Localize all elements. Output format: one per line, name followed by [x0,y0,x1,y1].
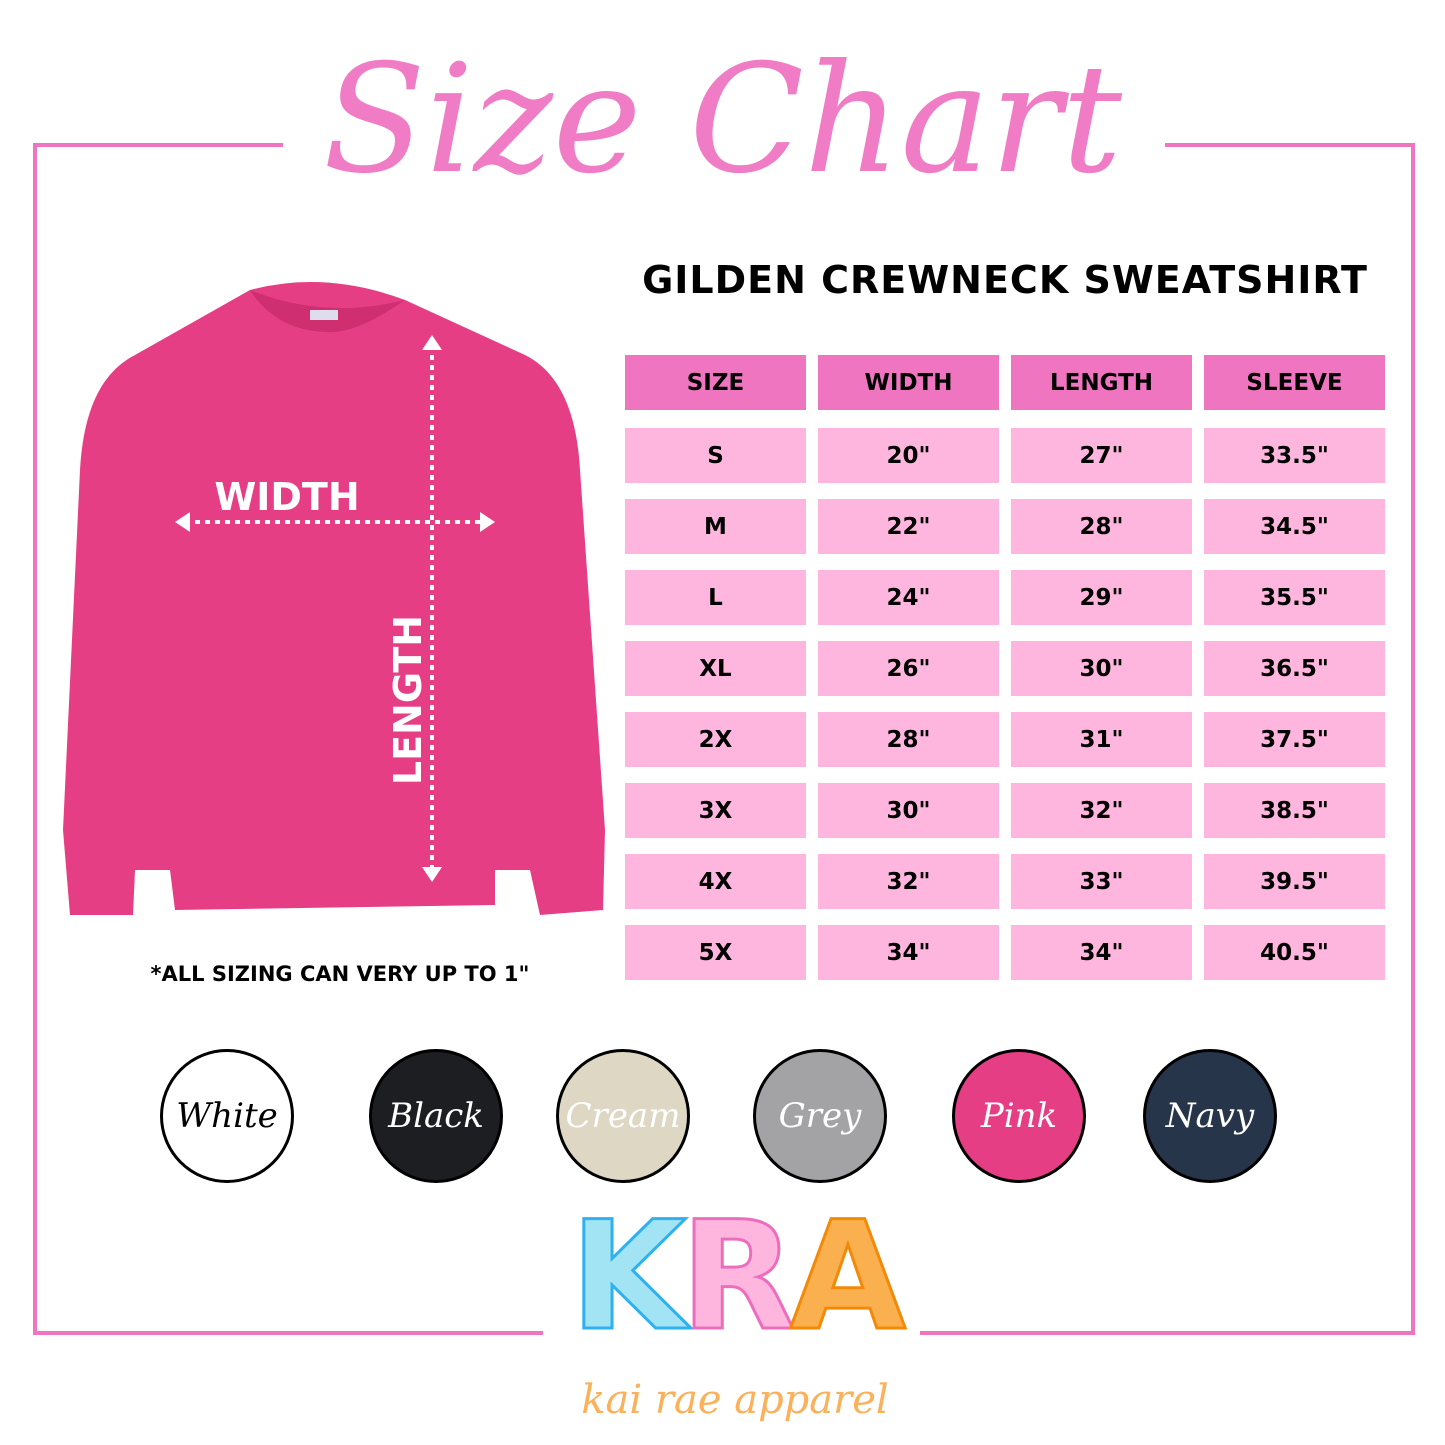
color-swatch-cream: Cream [556,1049,690,1183]
color-swatch-navy: Navy [1143,1049,1277,1183]
swatch-label: Black [388,1096,484,1136]
logo-letter-a: A [788,1190,907,1364]
swatch-label: Navy [1165,1096,1255,1136]
cell-width: 32" [818,854,999,909]
frame-top-left [33,143,283,147]
cell-size: S [625,428,806,483]
frame-bottom-left [33,1331,543,1335]
header-size: SIZE [625,355,806,410]
cell-width: 34" [818,925,999,980]
logo-tagline: kai rae apparel [581,1377,889,1423]
cell-size: 2X [625,712,806,767]
cell-size: L [625,570,806,625]
width-arrow-left-head [175,512,190,532]
swatch-label: Pink [980,1096,1058,1136]
cell-length: 33" [1011,854,1192,909]
cell-size: 5X [625,925,806,980]
cell-size: 3X [625,783,806,838]
product-name: GILDEN CREWNECK SWEATSHIRT [642,258,1368,302]
brand-logo: KRA kai rae apparel [540,1193,930,1440]
cell-sleeve: 40.5" [1204,925,1385,980]
swatch-label: Cream [565,1096,681,1136]
cell-width: 20" [818,428,999,483]
cell-length: 32" [1011,783,1192,838]
cell-length: 27" [1011,428,1192,483]
sweatshirt-illustration: WIDTH LENGTH [63,282,605,915]
cell-sleeve: 33.5" [1204,428,1385,483]
cell-length: 29" [1011,570,1192,625]
color-swatch-white: White [160,1049,294,1183]
logo-letter-k: K [569,1190,688,1364]
cell-length: 31" [1011,712,1192,767]
header-width: WIDTH [818,355,999,410]
cell-width: 30" [818,783,999,838]
cell-sleeve: 38.5" [1204,783,1385,838]
header-length: LENGTH [1011,355,1192,410]
length-label: LENGTH [386,615,430,785]
cell-sleeve: 36.5" [1204,641,1385,696]
frame-right [1411,143,1415,1335]
width-arrow-right-head [480,512,495,532]
frame-left [33,143,37,1335]
page-title: Size Chart [323,33,1122,207]
swatch-label: White [176,1096,278,1136]
cell-size: M [625,499,806,554]
tag [310,310,338,320]
length-arrow-bottom-head [422,867,442,882]
cell-size: XL [625,641,806,696]
header-sleeve: SLEEVE [1204,355,1385,410]
cell-sleeve: 35.5" [1204,570,1385,625]
swatch-label: Grey [778,1096,862,1136]
logo-letter-r: R [679,1190,797,1364]
cell-width: 26" [818,641,999,696]
frame-bottom-right [920,1331,1415,1335]
cell-width: 24" [818,570,999,625]
cell-length: 30" [1011,641,1192,696]
cell-size: 4X [625,854,806,909]
frame-top-right [1165,143,1415,147]
sweatshirt-body [63,282,605,915]
cell-length: 28" [1011,499,1192,554]
width-label: WIDTH [214,475,359,519]
logo-letters: KRA [540,1193,930,1361]
sizing-note: *ALL SIZING CAN VERY UP TO 1" [150,962,530,986]
color-swatch-black: Black [369,1049,503,1183]
cell-sleeve: 37.5" [1204,712,1385,767]
cell-width: 28" [818,712,999,767]
cell-sleeve: 39.5" [1204,854,1385,909]
color-swatch-pink: Pink [952,1049,1086,1183]
cell-width: 22" [818,499,999,554]
color-swatch-grey: Grey [753,1049,887,1183]
length-arrow-top-head [422,335,442,350]
cell-length: 34" [1011,925,1192,980]
cell-sleeve: 34.5" [1204,499,1385,554]
